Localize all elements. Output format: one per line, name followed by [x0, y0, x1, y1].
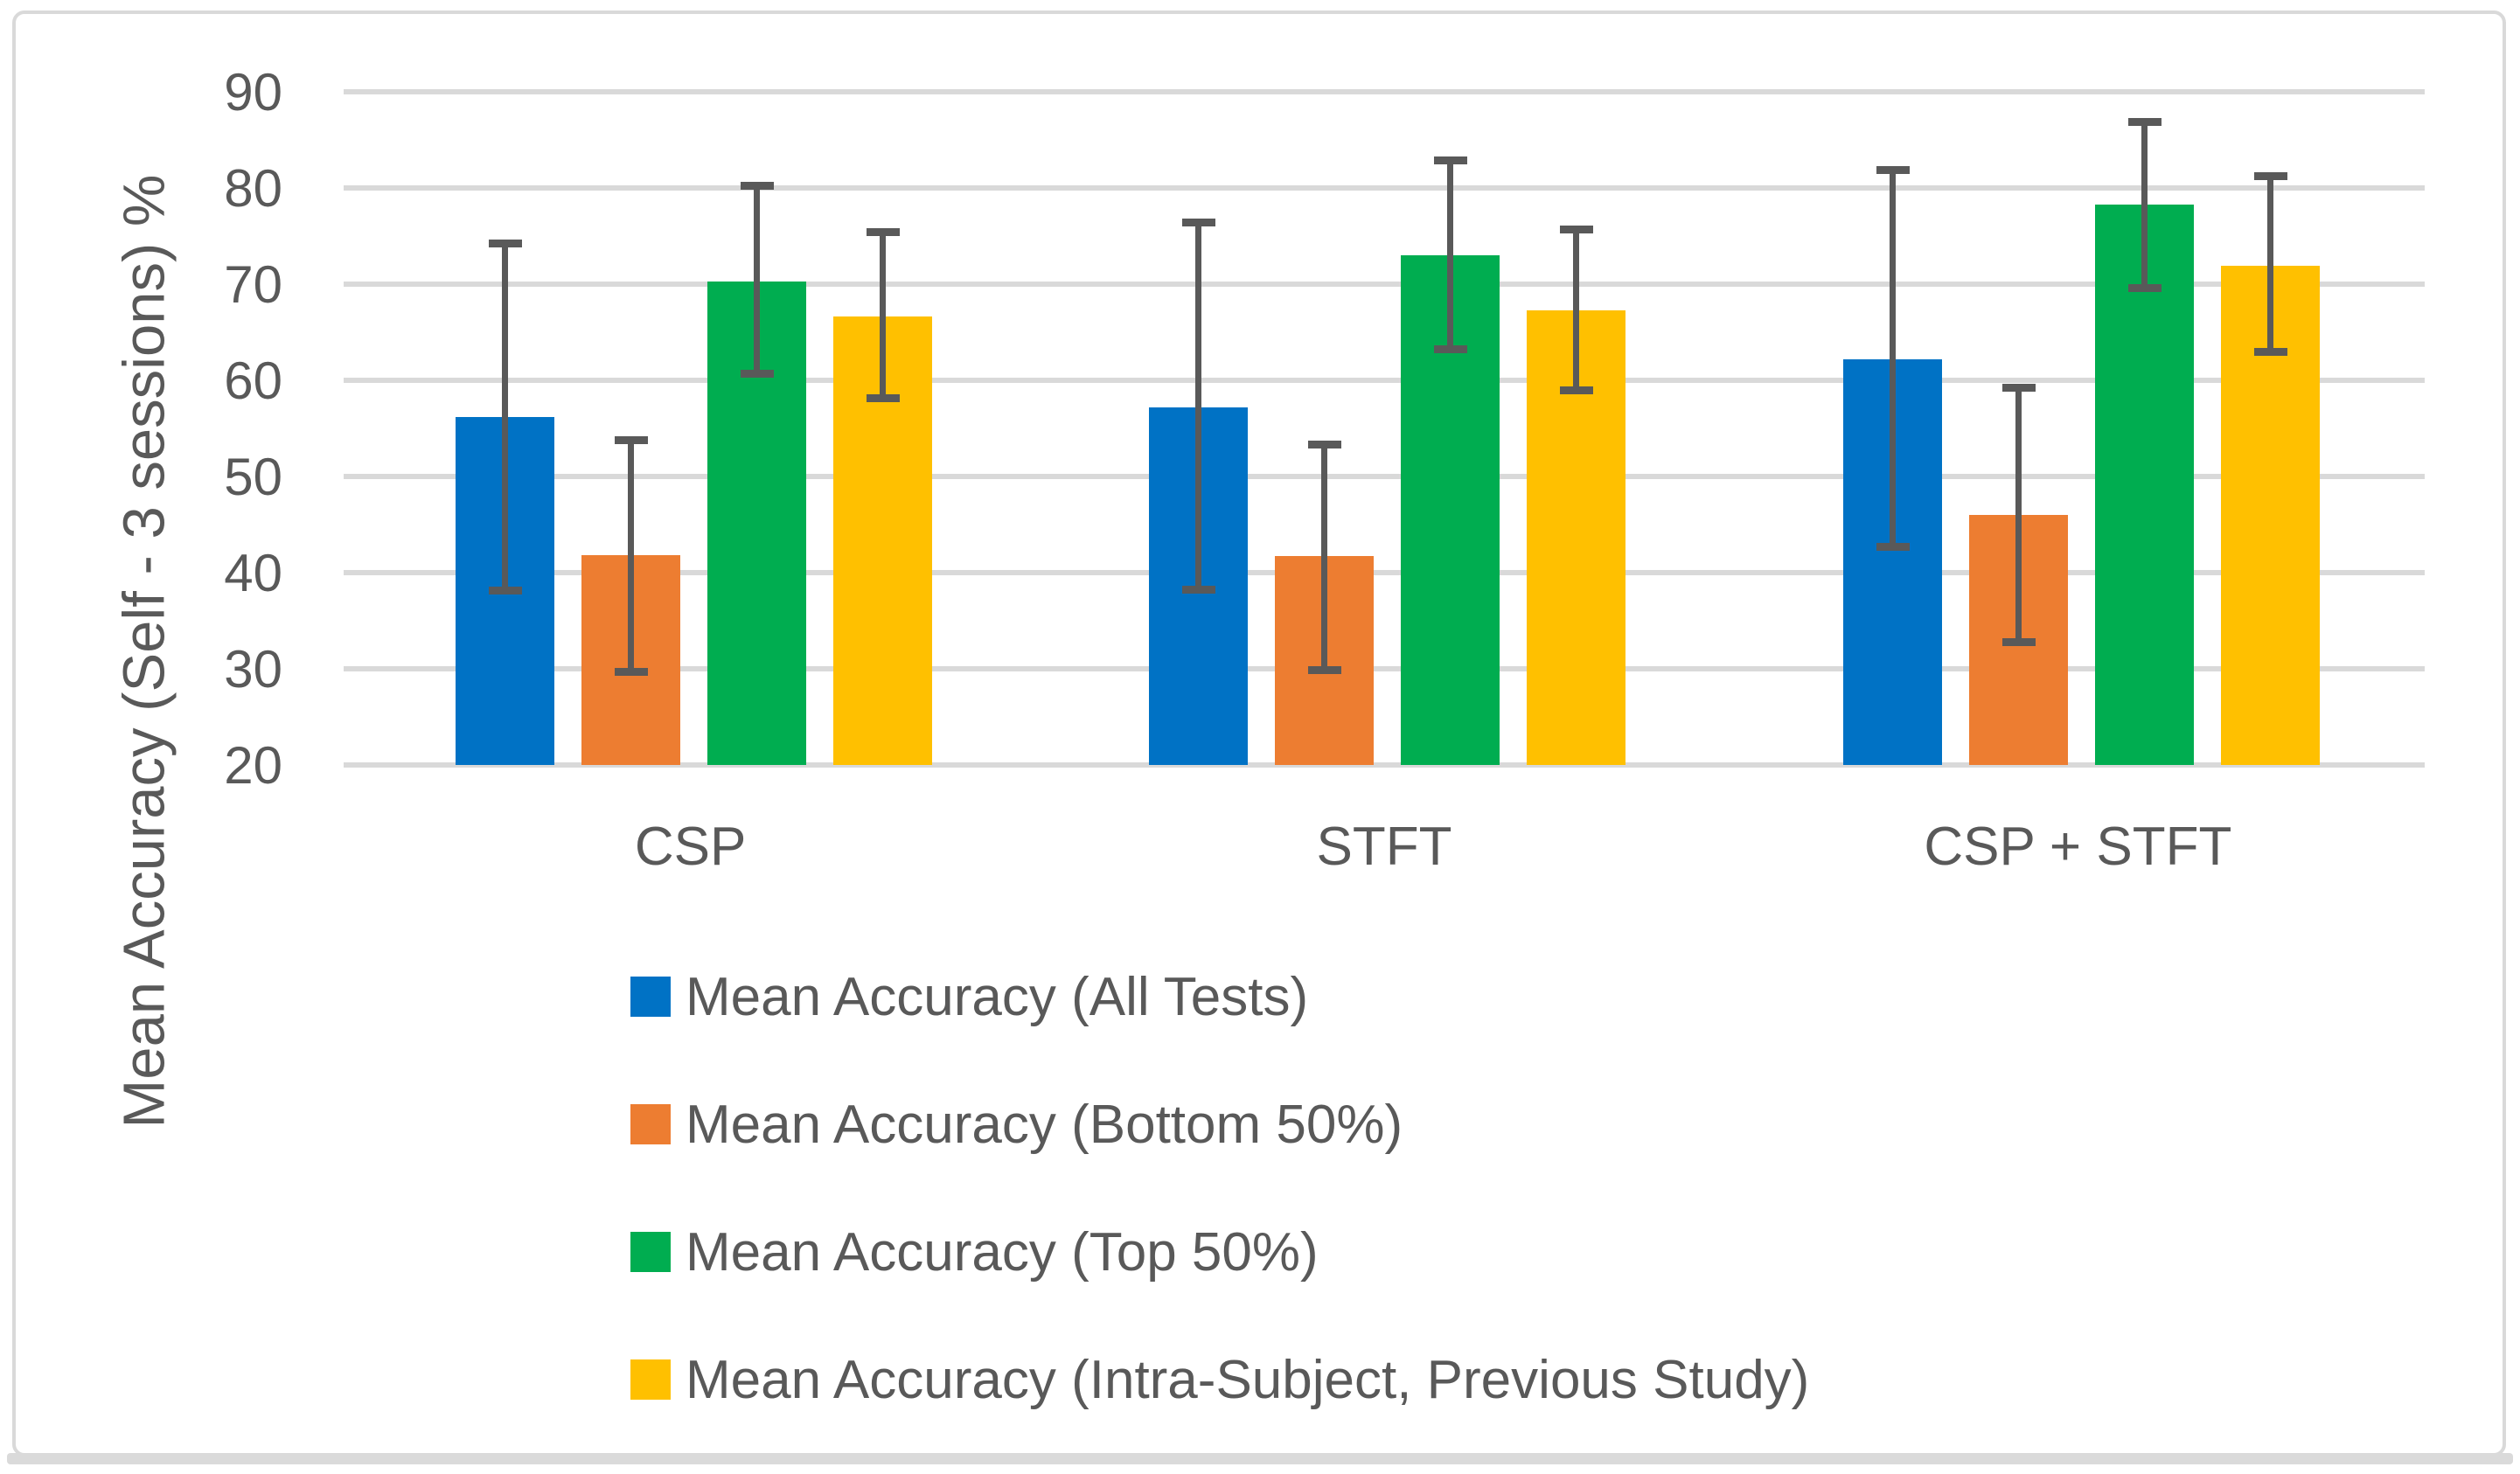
legend-item-1: Mean Accuracy (All Tests) — [630, 966, 1308, 1027]
error-bar-cap-high — [2253, 172, 2287, 181]
x-category-label-STFT: STFT — [1316, 816, 1452, 877]
error-bar-stem — [628, 440, 634, 672]
legend-swatch-icon — [630, 1359, 671, 1400]
error-bar-cap-low — [1876, 542, 1910, 551]
gridline-70 — [344, 282, 2425, 287]
error-bar-stem — [502, 243, 508, 591]
y-tick-label-40: 40 — [224, 543, 282, 602]
error-bar-cap-high — [2127, 117, 2161, 126]
y-tick-label-20: 20 — [224, 735, 282, 795]
legend-label: Mean Accuracy (Bottom 50%) — [686, 1094, 1403, 1155]
gridline-40 — [344, 570, 2425, 575]
gridline-90 — [344, 89, 2425, 94]
legend-label: Mean Accuracy (Top 50%) — [686, 1221, 1319, 1283]
error-bar-cap-low — [1433, 345, 1467, 354]
legend-item-2: Mean Accuracy (Bottom 50%) — [630, 1094, 1403, 1155]
error-bar-cap-low — [1181, 586, 1215, 594]
y-tick-label-80: 80 — [224, 158, 282, 218]
error-bar-cap-high — [866, 228, 900, 237]
error-bar-cap-high — [1559, 225, 1593, 233]
legend-swatch-icon — [630, 1104, 671, 1144]
legend-item-3: Mean Accuracy (Top 50%) — [630, 1221, 1319, 1283]
legend-label: Mean Accuracy (All Tests) — [686, 966, 1309, 1027]
error-bar-cap-high — [1307, 441, 1341, 449]
chart-border — [12, 10, 2506, 1457]
error-bar-cap-low — [740, 369, 774, 378]
error-bar-cap-high — [1876, 165, 1910, 174]
legend-label: Mean Accuracy (Intra-Subject, Previous S… — [686, 1349, 1810, 1410]
error-bar-cap-high — [1433, 156, 1467, 164]
error-bar-cap-low — [2127, 283, 2161, 292]
error-bar-stem — [1321, 444, 1327, 671]
error-bar-cap-low — [1559, 386, 1593, 394]
y-tick-label-60: 60 — [224, 351, 282, 410]
error-bar-stem — [880, 232, 886, 399]
gridline-80 — [344, 185, 2425, 191]
error-bar-stem — [1573, 229, 1579, 390]
error-bar-cap-high — [1181, 219, 1215, 227]
bar-CSP+STFT-series3 — [2095, 204, 2194, 765]
error-bar-stem — [1890, 170, 1896, 547]
y-tick-label-50: 50 — [224, 447, 282, 506]
error-bar-cap-high — [740, 182, 774, 191]
error-bar-cap-low — [488, 587, 522, 595]
legend-swatch-icon — [630, 977, 671, 1017]
y-tick-label-90: 90 — [224, 62, 282, 122]
error-bar-stem — [2267, 176, 2273, 351]
legend-swatch-icon — [630, 1232, 671, 1272]
error-bar-cap-low — [1307, 665, 1341, 674]
figure-bottom-edge — [7, 1453, 2513, 1464]
error-bar-cap-high — [614, 435, 648, 444]
gridline-60 — [344, 378, 2425, 383]
gridline-20 — [344, 762, 2425, 768]
gridline-30 — [344, 666, 2425, 671]
error-bar-stem — [2015, 387, 2022, 643]
error-bar-stem — [1447, 160, 1453, 350]
error-bar-cap-high — [488, 240, 522, 248]
error-bar-cap-high — [2001, 384, 2036, 393]
plot-area — [344, 89, 2425, 768]
legend-item-4: Mean Accuracy (Intra-Subject, Previous S… — [630, 1349, 1809, 1410]
x-category-label-CSP: CSP — [634, 816, 747, 877]
error-bar-cap-low — [2253, 347, 2287, 356]
x-category-label-CSP+STFT: CSP + STFT — [1924, 816, 2232, 877]
error-bar-stem — [754, 185, 760, 374]
y-tick-label-30: 30 — [224, 639, 282, 699]
error-bar-cap-low — [614, 667, 648, 676]
error-bar-cap-low — [2001, 637, 2036, 646]
error-bar-stem — [1195, 222, 1201, 590]
gridline-50 — [344, 474, 2425, 479]
y-tick-label-70: 70 — [224, 254, 282, 314]
error-bar-cap-low — [866, 394, 900, 403]
error-bar-stem — [2141, 122, 2148, 289]
